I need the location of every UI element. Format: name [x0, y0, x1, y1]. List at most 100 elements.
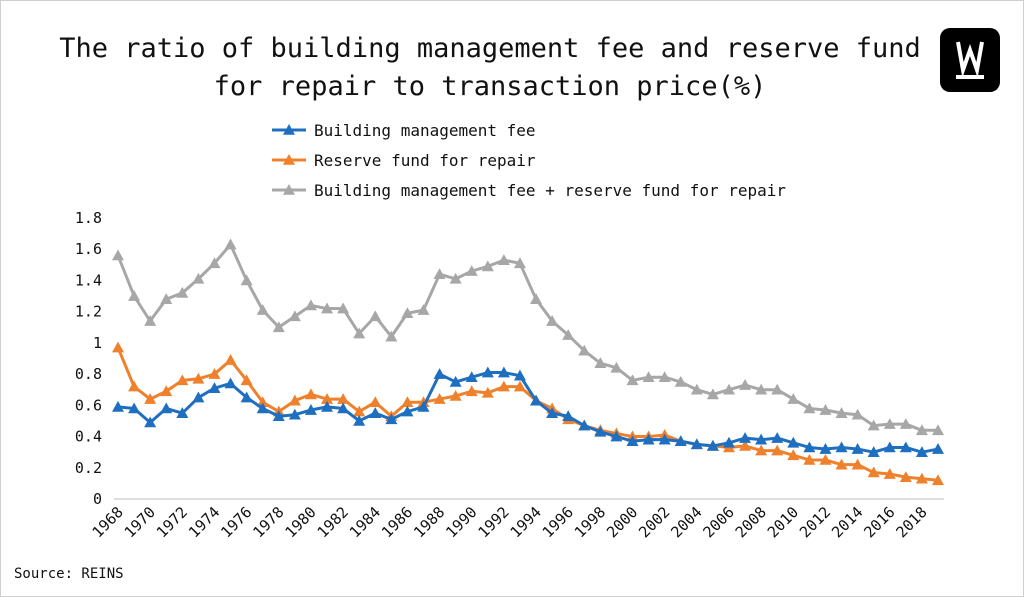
data-point: [112, 400, 124, 412]
y-tick-label: 0.4: [75, 428, 102, 446]
y-tick-label: 1.8: [75, 209, 102, 227]
x-tick-label: 2004: [667, 503, 705, 541]
legend-marker: [283, 154, 295, 165]
y-tick-label: 1.2: [75, 303, 102, 321]
x-tick-label: 2014: [828, 503, 866, 541]
data-point: [594, 425, 607, 437]
data-point: [192, 272, 205, 284]
series-line: [117, 371, 939, 454]
data-point: [706, 439, 719, 451]
data-point: [562, 329, 575, 340]
x-tick-label: 2008: [732, 503, 770, 541]
data-point: [932, 474, 944, 486]
data-point: [915, 472, 928, 484]
data-point: [755, 433, 768, 445]
y-tick-label: 0.2: [75, 459, 102, 477]
data-point: [144, 393, 157, 404]
data-point: [321, 393, 334, 404]
y-tick-label: 1: [93, 334, 102, 352]
data-point: [739, 439, 752, 451]
data-point: [433, 368, 446, 379]
data-point: [481, 260, 494, 272]
data-point: [530, 293, 543, 304]
data-point: [385, 330, 398, 342]
data-point: [465, 265, 478, 276]
data-point: [176, 374, 189, 386]
data-point: [497, 366, 510, 378]
x-tick-label: 1970: [121, 503, 159, 541]
data-point: [144, 416, 157, 428]
data-point: [867, 446, 880, 457]
data-point: [240, 391, 253, 403]
legend-entry: Reserve fund for repair: [272, 151, 536, 170]
chart-title: The ratio of building management fee and…: [0, 30, 980, 106]
data-point: [851, 458, 864, 470]
data-point: [803, 402, 816, 414]
data-point: [128, 290, 141, 301]
data-point: [160, 293, 173, 304]
data-point: [610, 430, 623, 442]
legend-entry: Building management fee + reserve fund f…: [272, 181, 786, 200]
data-point: [224, 377, 237, 389]
data-point: [417, 400, 430, 412]
data-point: [594, 357, 607, 368]
data-point: [546, 315, 559, 326]
data-point: [658, 371, 671, 383]
legend-label: Reserve fund for repair: [314, 151, 536, 170]
data-point: [819, 404, 832, 415]
data-point: [803, 453, 816, 465]
data-point: [851, 443, 864, 454]
data-point: [321, 302, 334, 314]
data-point: [369, 310, 382, 322]
chart-legend: Building management fee Reserve fund for …: [272, 121, 786, 200]
data-point: [787, 449, 800, 461]
data-point: [449, 375, 462, 387]
data-point: [883, 468, 896, 479]
data-point: [433, 393, 446, 404]
data-point: [192, 372, 205, 384]
x-tick-label: 1978: [249, 503, 287, 541]
data-point: [337, 393, 350, 404]
data-point: [385, 413, 398, 425]
data-point: [722, 383, 735, 395]
x-tick-label: 2018: [892, 503, 930, 541]
x-tick-label: 2002: [635, 503, 673, 541]
chart-title-line-2: for repair to transaction price(%): [213, 71, 767, 102]
data-point: [128, 402, 141, 414]
data-point: [787, 393, 800, 404]
data-point: [578, 344, 591, 356]
data-point: [497, 380, 510, 392]
x-tick-label: 1992: [474, 503, 512, 541]
data-point: [353, 405, 366, 417]
data-point: [755, 444, 768, 456]
data-point: [224, 354, 237, 365]
data-point: [530, 394, 543, 406]
data-point: [304, 388, 317, 400]
data-point: [610, 361, 623, 373]
x-tick-label: 1996: [539, 503, 577, 541]
data-point: [256, 396, 269, 408]
data-point: [642, 371, 655, 383]
data-point: [915, 446, 928, 457]
y-tick-label: 1.6: [75, 240, 102, 258]
data-point: [128, 380, 141, 392]
data-point: [626, 374, 639, 386]
x-tick-label: 2012: [796, 503, 834, 541]
data-point: [208, 368, 221, 379]
x-tick-label: 1994: [507, 503, 545, 541]
data-point: [433, 268, 446, 279]
data-point: [369, 407, 382, 418]
y-tick-label: 1.4: [75, 271, 102, 289]
data-point: [658, 433, 671, 445]
data-point: [513, 369, 526, 381]
data-point: [401, 307, 414, 319]
data-point: [771, 383, 784, 395]
x-tick-label: 1982: [314, 503, 352, 541]
data-point: [706, 388, 719, 400]
data-point: [674, 375, 687, 387]
y-tick-label: 0.6: [75, 396, 102, 414]
data-point: [224, 238, 237, 250]
data-point: [787, 436, 800, 448]
data-point: [208, 382, 221, 393]
data-point: [337, 302, 350, 314]
